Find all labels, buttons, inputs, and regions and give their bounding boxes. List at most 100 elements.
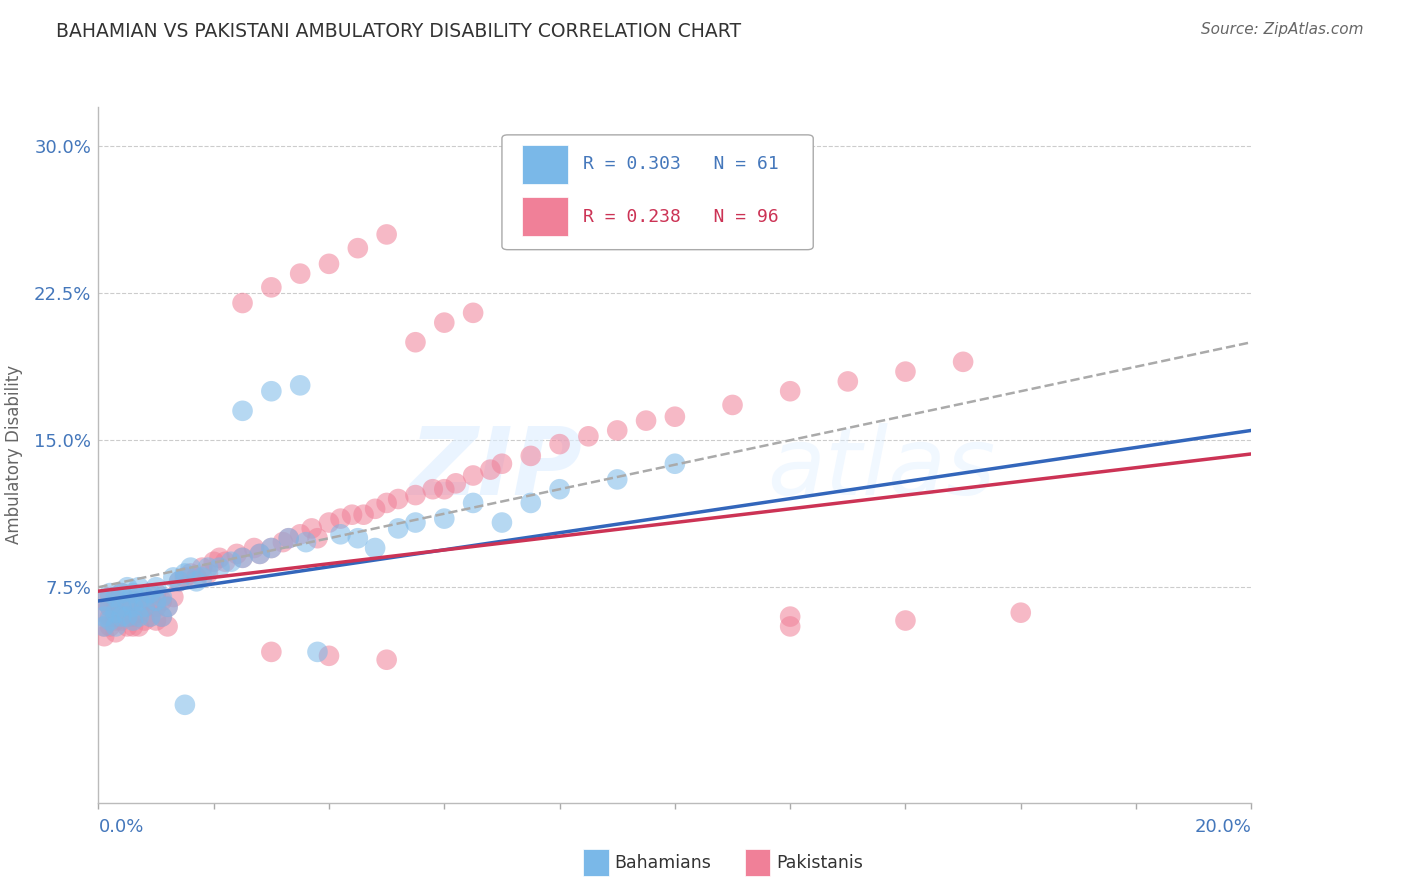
Text: BAHAMIAN VS PAKISTANI AMBULATORY DISABILITY CORRELATION CHART: BAHAMIAN VS PAKISTANI AMBULATORY DISABIL… [56,22,741,41]
Point [548,437,571,451]
Point [375,496,398,510]
Point [461,468,484,483]
Point [117,594,138,608]
Point [548,482,571,496]
Text: atlas: atlas [768,424,995,515]
Point [139,609,162,624]
Point [162,570,184,584]
Point [461,496,484,510]
Point [93,594,115,608]
Point [93,629,115,643]
Point [491,516,513,530]
Point [98,614,121,628]
Text: 0.0%: 0.0% [98,819,143,837]
Point [405,488,427,502]
Point [191,570,214,584]
Point [214,555,236,569]
Point [329,527,352,541]
Point [104,625,127,640]
Point [444,476,467,491]
Point [98,599,121,614]
Point [180,560,202,574]
Point [520,449,543,463]
Point [145,586,167,600]
Text: ZIP: ZIP [409,423,582,515]
Point [122,609,145,624]
Point [186,570,208,584]
Point [110,599,132,614]
Point [122,586,145,600]
Point [894,365,917,379]
Point [104,609,127,624]
Point [134,614,156,628]
Point [139,586,162,600]
Point [208,550,231,565]
Point [952,355,974,369]
Point [318,516,340,530]
Point [167,574,190,589]
Point [277,531,299,545]
Point [433,316,456,330]
Point [180,566,202,581]
Text: R = 0.303   N = 61: R = 0.303 N = 61 [582,155,779,173]
Point [664,457,686,471]
Text: R = 0.238   N = 96: R = 0.238 N = 96 [582,208,779,226]
Point [98,599,121,614]
Point [150,594,173,608]
Point [636,414,658,428]
Point [145,580,167,594]
Point [128,606,150,620]
Point [664,409,686,424]
Point [104,619,127,633]
Point [290,527,312,541]
Point [128,594,150,608]
Point [145,599,167,614]
Text: Bahamians: Bahamians [614,854,711,871]
Point [779,609,801,624]
Point [162,590,184,604]
Point [110,586,132,600]
Point [387,521,409,535]
Point [578,429,600,443]
Point [104,614,127,628]
Point [128,590,150,604]
Point [110,614,132,628]
Point [117,580,138,594]
Point [779,619,801,633]
Point [260,280,283,294]
Point [134,599,156,614]
Point [491,457,513,471]
Point [260,541,283,555]
FancyBboxPatch shape [522,145,568,184]
Point [433,511,456,525]
Point [290,378,312,392]
Point [318,648,340,663]
Point [405,516,427,530]
Point [134,599,156,614]
Point [520,496,543,510]
Point [422,482,444,496]
Text: Pakistanis: Pakistanis [776,854,863,871]
Point [231,404,254,418]
Point [606,424,628,438]
Point [128,619,150,633]
Point [260,384,283,399]
Point [375,653,398,667]
Point [346,531,368,545]
Point [375,227,398,242]
Text: Source: ZipAtlas.com: Source: ZipAtlas.com [1201,22,1364,37]
Point [174,566,197,581]
Point [191,560,214,574]
Point [277,531,299,545]
Point [208,560,231,574]
Text: 20.0%: 20.0% [1195,819,1251,837]
Point [353,508,375,522]
Point [117,619,138,633]
FancyBboxPatch shape [502,135,813,250]
Point [1010,606,1032,620]
Point [104,590,127,604]
Point [461,306,484,320]
Point [231,296,254,310]
Point [271,535,294,549]
Point [117,609,138,624]
